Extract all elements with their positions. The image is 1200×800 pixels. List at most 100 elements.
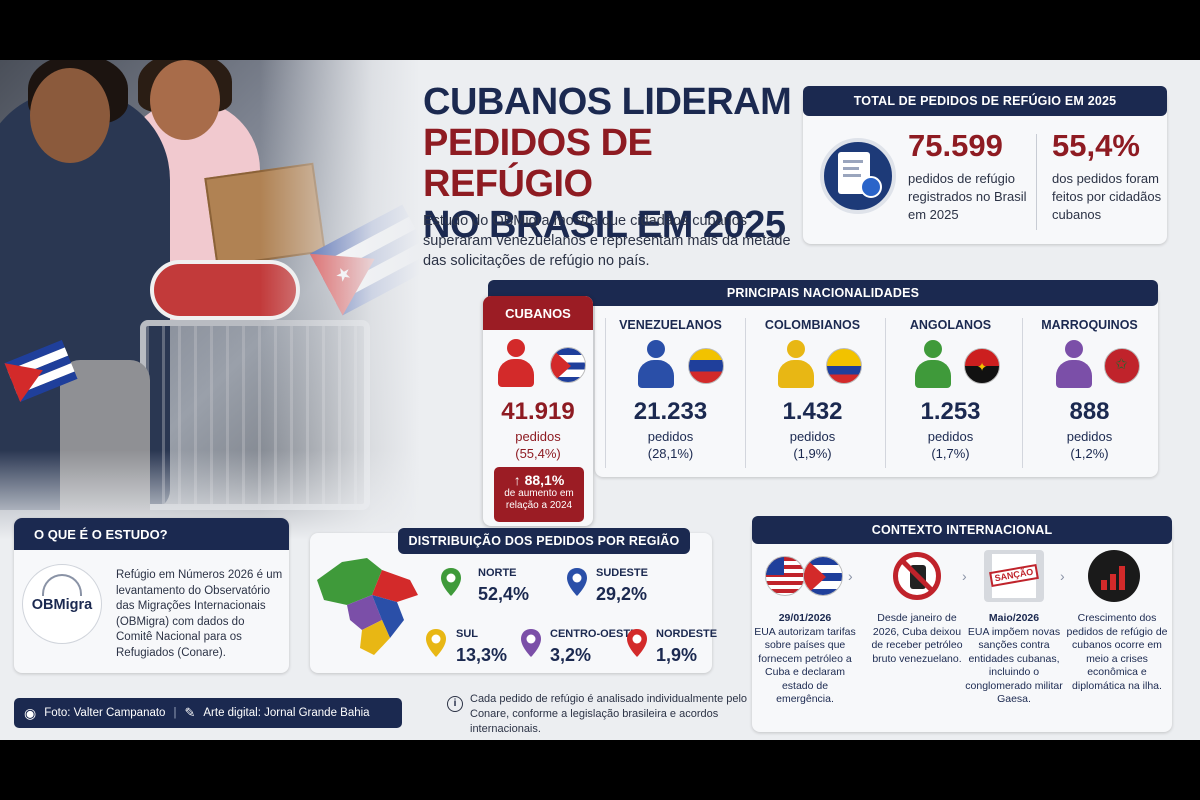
nationality-unit: pedidos: [515, 429, 561, 444]
cuba-flag-icon: [803, 556, 843, 596]
region-value: 3,2%: [550, 645, 592, 665]
separator: |: [173, 707, 177, 719]
divider: [745, 318, 746, 468]
context-text: EUA impõem novas sanções contra entidade…: [965, 625, 1063, 706]
nationality-share: (55,4%): [515, 446, 561, 461]
region-name: SUDESTE: [596, 567, 648, 579]
nationality-unit: pedidos: [789, 429, 836, 444]
context-text: Desde janeiro de 2026, Cuba deixou de re…: [871, 612, 963, 665]
obmigra-logo-text: OBMigra: [31, 597, 93, 613]
divider: [1022, 318, 1023, 468]
person-icon: [1056, 340, 1092, 390]
arrow-right-icon: ›: [962, 568, 967, 584]
region-value: 52,4%: [478, 584, 530, 604]
art-credit: Arte digital: Jornal Grande Bahia: [203, 707, 370, 719]
divider: [605, 318, 606, 468]
context-header: CONTEXTO INTERNACIONAL: [752, 516, 1172, 544]
total-header: TOTAL DE PEDIDOS DE REFÚGIO EM 2025: [803, 86, 1167, 116]
increase-label: de aumento em relação a 2024: [504, 488, 574, 511]
arrow-right-icon: ›: [1060, 568, 1065, 584]
total-count: 75.599: [908, 128, 1003, 163]
context-item: 29/01/2026 EUA autorizam tarifas sobre p…: [754, 612, 856, 707]
region-name: NORTE: [478, 567, 517, 579]
region-name: SUL: [456, 628, 478, 640]
brazil-map: [317, 558, 418, 655]
increase-badge: ↑ 88,1% de aumento em relação a 2024: [494, 467, 584, 522]
cuban-share: 55,4%: [1052, 128, 1140, 163]
region-value: 1,9%: [656, 645, 698, 665]
arrow-up-icon: ↑: [513, 472, 525, 488]
nationality-count: 21.233: [633, 398, 708, 425]
pin-icon: [627, 629, 647, 657]
nationality-count: 41.919: [501, 398, 575, 425]
pin-icon: [521, 629, 541, 657]
person-icon: [778, 340, 814, 390]
context-item: Maio/2026 EUA impõem novas sanções contr…: [963, 612, 1065, 707]
colombia-flag-icon: [826, 348, 862, 384]
pin-icon: [441, 568, 461, 596]
regions-header: DISTRIBUIÇÃO DOS PEDIDOS POR REGIÃO: [398, 528, 690, 554]
cuban-share-label: dos pedidos foram feitos por cidadãos cu…: [1052, 171, 1162, 222]
camera-icon: ◉: [24, 704, 37, 721]
migrants-photo: ★: [0, 60, 420, 540]
person-icon: [498, 339, 534, 389]
angola-flag-icon: ✦: [964, 348, 1000, 384]
region-value: 29,2%: [596, 584, 648, 604]
footnote: Cada pedido de refúgio é analisado indiv…: [470, 693, 748, 735]
info-icon: i: [447, 696, 463, 712]
pen-icon: ✎: [184, 705, 196, 720]
credits-bar: ◉ Foto: Valter Campanato | ✎ Arte digita…: [14, 698, 402, 728]
region-name: NORDESTE: [656, 628, 718, 640]
person-icon: [638, 340, 674, 390]
person-icon: [860, 176, 882, 198]
nationality-name: ANGOLANOS: [909, 318, 992, 332]
head: [150, 60, 220, 140]
person-icon: [915, 340, 951, 390]
increase-value: 88,1%: [524, 472, 565, 488]
nationality-share: (28,1%): [647, 446, 694, 461]
nationality-name: COLOMBIANOS: [764, 318, 861, 332]
headline-line1: CUBANOS LIDERAM: [423, 81, 792, 123]
nationality-name: CUBANOS: [483, 296, 593, 330]
nationalities-header: PRINCIPAIS NACIONALIDADES: [488, 280, 1158, 306]
arrow-right-icon: ›: [848, 568, 853, 584]
context-date: Maio/2026: [988, 612, 1040, 624]
study-text: Refúgio em Números 2026 é um levantament…: [116, 569, 283, 659]
nationality-count: 1.432: [782, 398, 843, 425]
nationality-name: VENEZUELANOS: [619, 318, 722, 332]
context-item: Desde janeiro de 2026, Cuba deixou de re…: [866, 612, 968, 666]
headline-line3: NO BRASIL EM 2025: [423, 204, 786, 246]
head: [30, 68, 110, 163]
sanction-document-icon: SANÇÃO: [984, 550, 1044, 602]
nationality-unit: pedidos: [647, 429, 694, 444]
morocco-flag-icon: ✩: [1104, 348, 1140, 384]
nationality-share: (1,2%): [1070, 446, 1109, 461]
no-oil-icon: [893, 552, 941, 600]
pin-icon: [426, 629, 446, 657]
growth-chart-icon: [1088, 550, 1140, 602]
context-date: 29/01/2026: [778, 612, 832, 624]
cuba-flag-icon: [550, 347, 586, 383]
headline: CUBANOS LIDERAM PEDIDOS DE REFÚGIO NO BR…: [423, 82, 803, 246]
region-value: 13,3%: [456, 645, 508, 665]
subtitle: Estudo do OBMigra mostra que cidadãos cu…: [423, 213, 791, 269]
nationality-share: (1,9%): [793, 446, 832, 461]
region-name: CENTRO-OESTE: [550, 628, 638, 640]
context-text: EUA autorizam tarifas sobre países que f…: [754, 625, 856, 706]
nationality-unit: pedidos: [1066, 429, 1113, 444]
nationality-count: 1.253: [920, 398, 981, 425]
context-item: Crescimento dos pedidos de refúgio de cu…: [1066, 612, 1168, 693]
divider: [1036, 134, 1037, 230]
venezuela-flag-icon: [688, 348, 724, 384]
study-header: O QUE É O ESTUDO?: [14, 518, 289, 550]
photo-credit: Foto: Valter Campanato: [44, 707, 166, 719]
nationality-count: 888: [1069, 398, 1110, 425]
nationality-unit: pedidos: [927, 429, 974, 444]
context-text: Crescimento dos pedidos de refúgio de cu…: [1066, 612, 1168, 692]
headline-line2: PEDIDOS DE REFÚGIO: [423, 122, 653, 205]
divider: [885, 318, 886, 468]
nationality-name: MARROQUINOS: [1041, 318, 1138, 332]
infographic: ★ CUBANOS LIDERAM PEDIDOS DE REFÚGIO NO …: [0, 60, 1200, 740]
pin-icon: [567, 568, 587, 596]
usa-flag-icon: [765, 556, 805, 596]
